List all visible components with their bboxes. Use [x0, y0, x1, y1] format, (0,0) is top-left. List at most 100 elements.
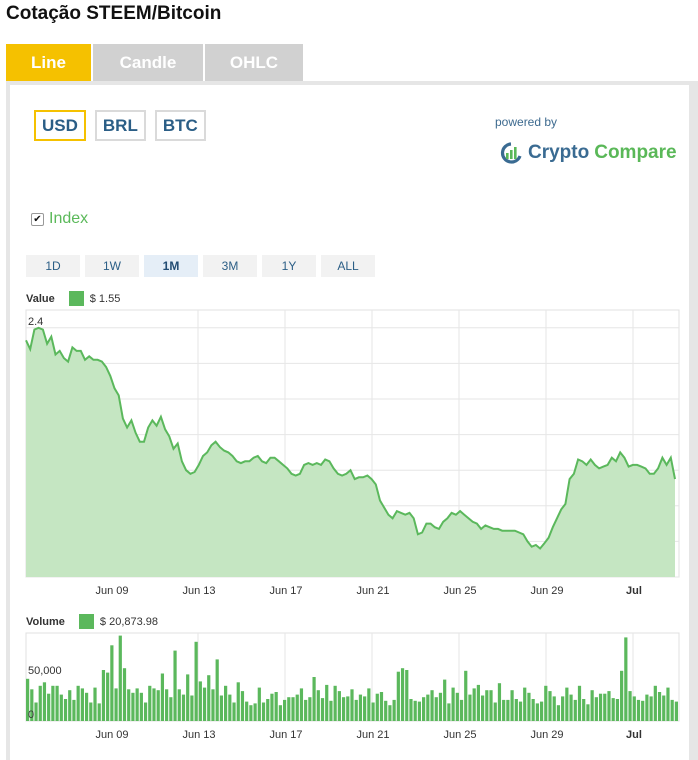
volume-bar — [55, 685, 59, 721]
volume-bar — [333, 685, 337, 721]
volume-bar — [341, 697, 346, 721]
volume-bar — [624, 637, 628, 721]
volume-bar — [63, 699, 68, 721]
volume-bar — [523, 687, 527, 721]
volume-bar — [548, 691, 552, 721]
volume-bar — [51, 685, 55, 721]
volume-bar — [539, 701, 544, 721]
volume-bar — [291, 697, 295, 721]
range-button-1w[interactable]: 1W — [85, 255, 139, 277]
volume-bar — [468, 694, 472, 721]
volume-bar — [135, 688, 139, 721]
cryptocompare-logo-icon — [500, 142, 522, 164]
currency-button-btc[interactable]: BTC — [154, 110, 206, 141]
volume-bar — [438, 692, 443, 721]
volume-bar — [518, 701, 523, 721]
index-checkbox[interactable]: ✔ — [31, 212, 44, 226]
volume-bar — [236, 682, 240, 721]
volume-bar — [68, 690, 72, 721]
volume-bar — [253, 703, 257, 721]
volume-bar — [228, 694, 232, 721]
volume-bar — [493, 702, 497, 721]
volume-bar — [388, 705, 392, 721]
volume-bar — [47, 693, 51, 721]
range-button-3m[interactable]: 3M — [203, 255, 257, 277]
volume-bar — [375, 693, 379, 721]
volume-bar — [607, 691, 611, 721]
volume-bar — [270, 693, 274, 721]
volume-x-tick-label: Jul — [626, 729, 642, 741]
volume-bar — [363, 696, 367, 721]
volume-bar — [510, 690, 514, 721]
range-button-1y[interactable]: 1Y — [262, 255, 316, 277]
tab-ohlc[interactable]: OHLC — [205, 44, 305, 81]
volume-bar — [354, 699, 358, 721]
range-button-1d[interactable]: 1D — [26, 255, 80, 277]
volume-bar — [615, 699, 620, 721]
volume-bar — [186, 674, 190, 721]
range-button-all[interactable]: ALL — [321, 255, 375, 277]
index-toggle[interactable]: ✔ Index — [31, 210, 88, 228]
cryptocompare-logo[interactable]: Crypto Compare — [498, 142, 677, 164]
volume-bar — [156, 690, 160, 721]
currency-button-usd[interactable]: USD — [34, 110, 86, 141]
volume-bar — [620, 670, 624, 721]
volume-legend-swatch — [78, 614, 94, 629]
currency-button-brl[interactable]: BRL — [94, 110, 146, 141]
price-x-tick-label: Jun 29 — [530, 585, 563, 597]
volume-bar — [527, 692, 531, 721]
volume-bar — [367, 688, 371, 721]
volume-bar — [506, 699, 510, 721]
volume-bar — [459, 699, 464, 721]
time-range-selector: 1D 1W 1M 3M 1Y ALL — [26, 255, 375, 277]
volume-bar — [409, 699, 413, 721]
volume-bar — [636, 699, 641, 721]
volume-bar — [177, 689, 181, 721]
chart-panel-inner: USD BRL BTC powered by Crypto Compare ✔ … — [10, 85, 689, 760]
volume-bar — [426, 694, 430, 721]
volume-bar — [224, 685, 228, 721]
price-x-tick-label: Jun 17 — [269, 585, 302, 597]
volume-bar — [489, 690, 493, 721]
value-legend-value: $ 1.55 — [89, 292, 121, 305]
range-button-1m[interactable]: 1M — [144, 255, 198, 277]
volume-bar — [666, 687, 670, 721]
volume-bar — [304, 699, 308, 721]
volume-bar — [662, 695, 666, 721]
logo-word-crypto: Crypto — [528, 142, 590, 163]
volume-bar — [552, 696, 556, 721]
price-x-tick-label: Jun 21 — [356, 585, 389, 597]
volume-bar — [577, 685, 582, 721]
price-x-tick-label: Jun 13 — [182, 585, 215, 597]
volume-bar — [148, 685, 152, 721]
tab-line[interactable]: Line — [6, 44, 93, 81]
volume-x-tick-label: Jun 25 — [443, 729, 476, 741]
volume-bar — [198, 681, 202, 721]
volume-bar — [472, 688, 476, 721]
logo-word-compare: Compare — [594, 142, 677, 163]
volume-bar — [447, 703, 451, 721]
price-area-fill — [26, 327, 675, 577]
volume-bar — [316, 690, 320, 721]
volume-bar — [674, 701, 678, 721]
volume-bar — [308, 697, 312, 721]
volume-bar — [30, 689, 34, 721]
volume-bar — [649, 696, 653, 721]
volume-bar — [165, 689, 169, 721]
volume-bar — [139, 692, 143, 721]
volume-bar — [350, 689, 354, 721]
price-x-tick-label: Jun 25 — [443, 585, 476, 597]
index-label: Index — [49, 210, 89, 227]
volume-bar — [514, 699, 518, 721]
value-legend-swatch — [68, 291, 84, 306]
price-line — [25, 326, 676, 550]
volume-bar — [379, 692, 384, 721]
volume-bar — [653, 685, 657, 721]
volume-bar — [422, 697, 426, 721]
volume-bar — [173, 650, 177, 721]
volume-bar — [131, 692, 135, 721]
tab-candle[interactable]: Candle — [93, 44, 205, 81]
value-legend-label: Value — [26, 292, 55, 305]
volume-bar — [371, 702, 375, 721]
